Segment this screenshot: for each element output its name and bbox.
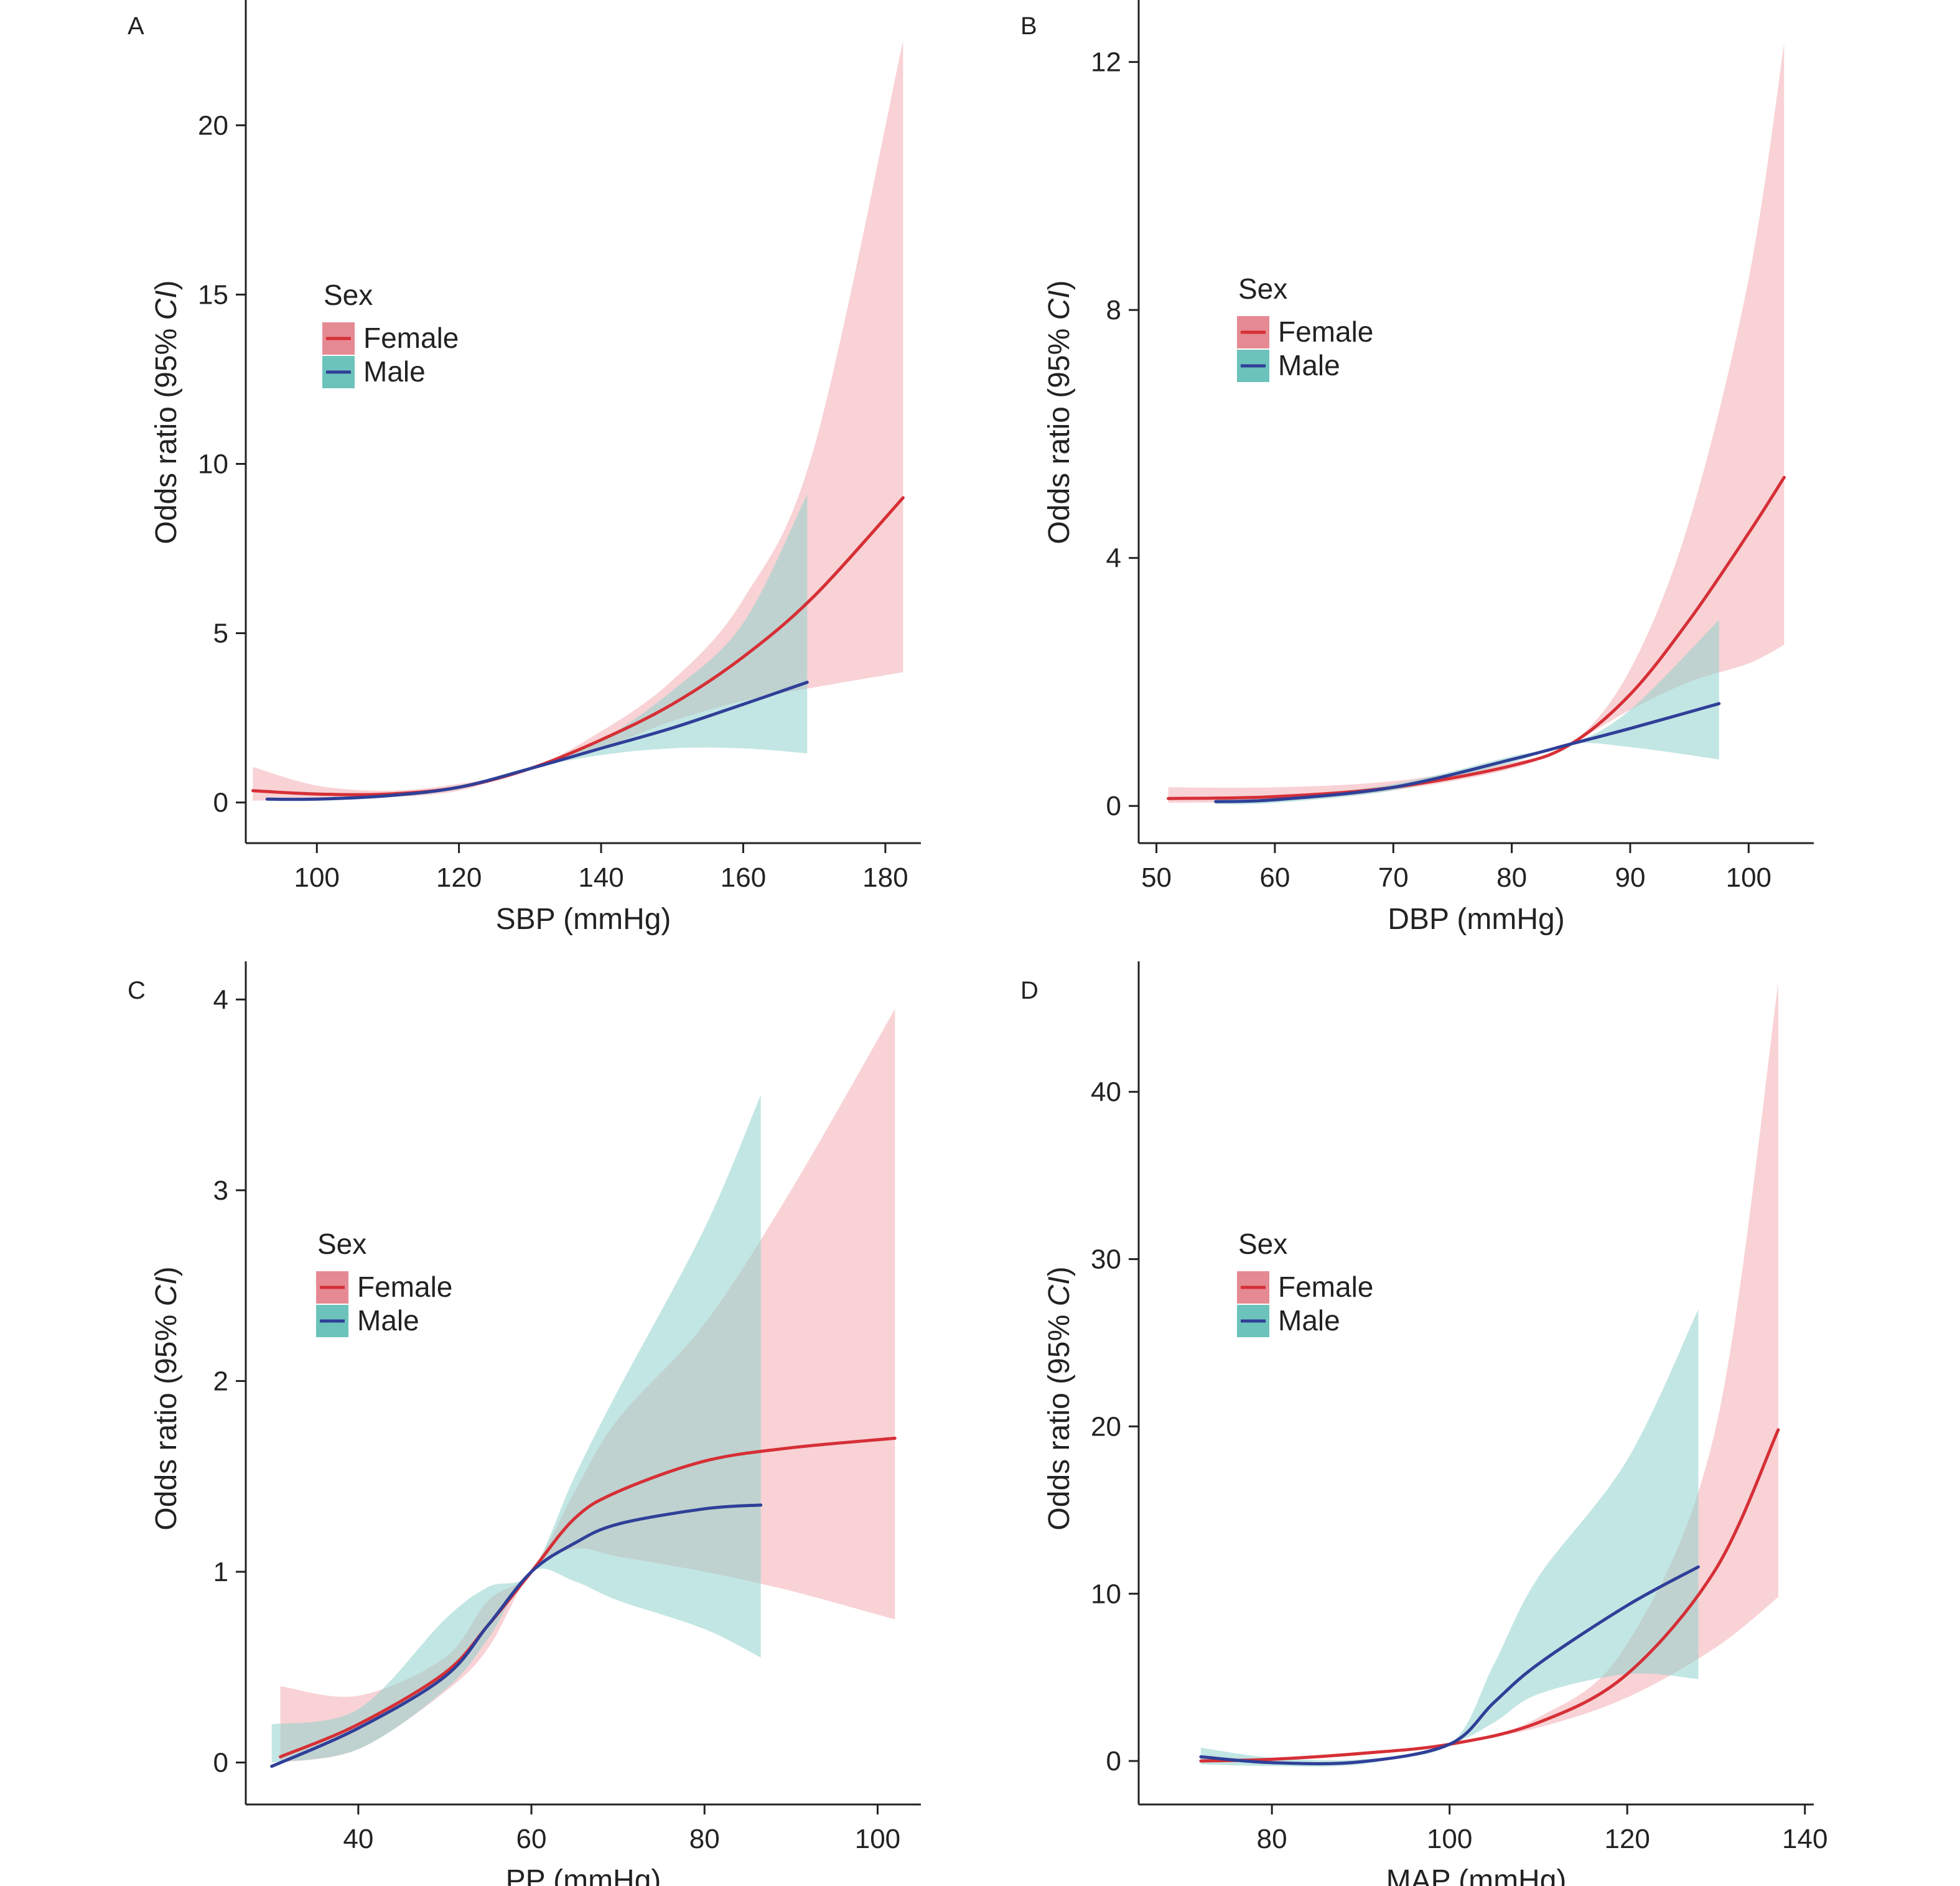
- x-tick-label: 70: [1378, 862, 1409, 893]
- y-tick-label: 0: [1106, 791, 1121, 821]
- male-ci-band: [267, 494, 808, 801]
- x-tick-label: 80: [1496, 862, 1527, 893]
- female-ci-band: [253, 40, 903, 801]
- y-tick-label: 2: [213, 1366, 228, 1396]
- y-tick-label: 30: [1091, 1244, 1121, 1275]
- panel-letter: A: [128, 12, 144, 40]
- y-tick-label: 3: [213, 1175, 228, 1206]
- male-line: [270, 1503, 763, 1768]
- panel-c: C 40 60 80 100 0 1 2 3 4 PP (mmHg) Odds ratio (95% …: [128, 961, 921, 1886]
- female-line: [251, 496, 905, 796]
- female-line: [279, 1436, 897, 1758]
- x-tick-label: 100: [1427, 1824, 1472, 1854]
- y-axis-label: Odds ratio (95% CI): [1043, 280, 1076, 544]
- x-axis-label: MAP (mmHg): [1386, 1864, 1567, 1886]
- x-tick-label: 60: [516, 1824, 547, 1854]
- y-tick-label: 0: [1106, 1746, 1121, 1776]
- y-tick-label: 10: [198, 449, 228, 480]
- legend-label-male: Male: [357, 1304, 419, 1337]
- y-tick-label: 20: [1091, 1411, 1121, 1442]
- male-line: [265, 681, 809, 801]
- legend-label-female: Female: [357, 1271, 452, 1303]
- legend-label-female: Female: [363, 322, 459, 354]
- legend-label-male: Male: [363, 355, 426, 388]
- legend-label-female: Female: [1278, 1271, 1373, 1303]
- legend-title: Sex: [324, 279, 373, 311]
- x-tick-label: 140: [578, 862, 623, 893]
- y-tick-label: 4: [1106, 543, 1121, 574]
- y-tick-label: 10: [1091, 1579, 1121, 1609]
- male-ci-band: [1200, 1309, 1699, 1767]
- x-tick-label: 100: [1726, 862, 1771, 893]
- x-tick-label: 120: [1604, 1824, 1650, 1854]
- y-tick-label: 5: [213, 619, 228, 649]
- y-tick-label: 20: [198, 110, 228, 141]
- x-tick-label: 100: [855, 1824, 900, 1854]
- x-tick-label: 180: [862, 862, 908, 893]
- x-axis-label: PP (mmHg): [506, 1864, 661, 1886]
- y-tick-label: 0: [213, 788, 228, 818]
- female-line: [1167, 475, 1786, 800]
- x-tick-label: 60: [1259, 862, 1290, 893]
- male-line: [1199, 1565, 1700, 1765]
- male-line: [1214, 702, 1721, 803]
- panel-a: A 100 120 140 160 180 0 5 10 15 20 SBP (mmHg) Odds r…: [128, 0, 921, 936]
- y-axis-label: Odds ratio (95% CI): [150, 280, 183, 544]
- x-tick-label: 140: [1782, 1824, 1827, 1854]
- x-tick-label: 120: [436, 862, 482, 893]
- panel-d: D 80 100 120 140 0 10 20 30 40 MAP (mmHg) Odds rati…: [1020, 961, 1827, 1886]
- y-tick-label: 4: [213, 984, 228, 1015]
- y-tick-label: 0: [213, 1748, 228, 1778]
- x-tick-label: 80: [689, 1824, 720, 1854]
- female-ci-band: [280, 1009, 895, 1763]
- y-tick-label: 1: [213, 1557, 228, 1587]
- legend-label-female: Female: [1278, 315, 1373, 348]
- x-tick-label: 160: [721, 862, 766, 893]
- x-tick-label: 40: [343, 1824, 373, 1854]
- x-tick-label: 90: [1615, 862, 1645, 893]
- y-tick-label: 8: [1106, 295, 1121, 325]
- panel-letter: B: [1020, 12, 1037, 40]
- y-axis-label: Odds ratio (95% CI): [150, 1266, 183, 1530]
- female-line: [1199, 1428, 1780, 1763]
- panel-b: B 50 60 70 80 90 100 0 4 8 12 DBP (mmHg) Odds ratio …: [1020, 0, 1814, 936]
- panel-letter: C: [128, 977, 146, 1004]
- x-tick-label: 50: [1141, 862, 1172, 893]
- legend-label-male: Male: [1278, 1304, 1340, 1337]
- y-axis-label: Odds ratio (95% CI): [1043, 1266, 1076, 1530]
- legend-title: Sex: [1238, 273, 1287, 305]
- x-tick-label: 100: [294, 862, 339, 893]
- x-axis-label: DBP (mmHg): [1388, 903, 1564, 936]
- legend-title: Sex: [317, 1228, 366, 1260]
- x-axis-label: SBP (mmHg): [496, 903, 671, 936]
- legend-title: Sex: [1238, 1228, 1287, 1260]
- x-tick-label: 80: [1257, 1824, 1287, 1854]
- y-tick-label: 12: [1091, 47, 1121, 78]
- panel-letter: D: [1020, 977, 1038, 1004]
- y-tick-label: 40: [1091, 1077, 1121, 1108]
- male-ci-band: [271, 1095, 761, 1763]
- y-tick-label: 15: [198, 279, 228, 310]
- legend-label-male: Male: [1278, 349, 1340, 381]
